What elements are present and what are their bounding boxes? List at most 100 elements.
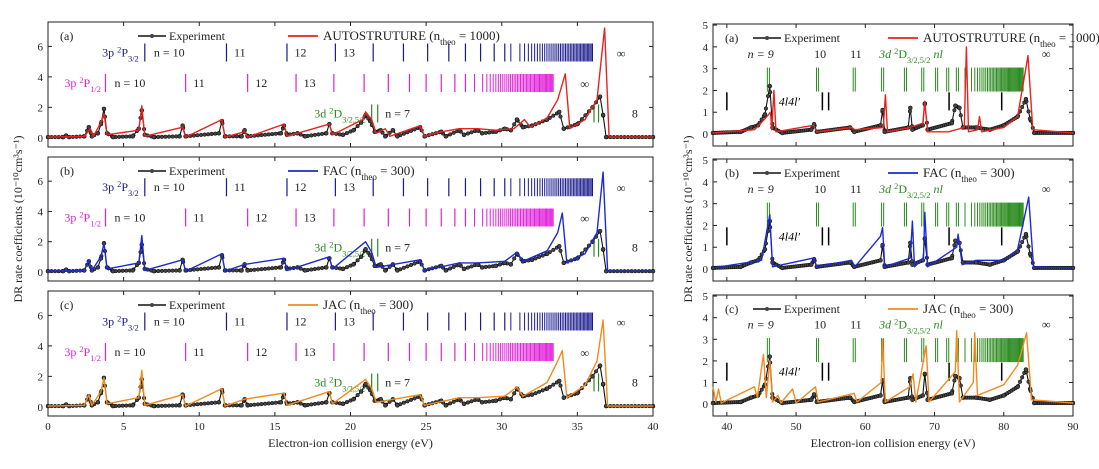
x-tick-label: 25 <box>421 421 433 433</box>
experiment-point <box>259 133 264 138</box>
level-n-label: 13 <box>343 45 355 59</box>
experiment-point <box>597 94 603 99</box>
experiment-point <box>117 268 122 273</box>
level-n-label: 8 <box>632 106 638 120</box>
level-n-label: n = 7 <box>385 106 410 120</box>
label-part: 3p <box>64 345 79 359</box>
experiment-point <box>316 132 321 137</box>
experiment-point <box>124 403 129 408</box>
experiment-point <box>1027 251 1033 257</box>
experiment-point <box>508 262 514 267</box>
level-markers: n = 9 10 11 ∞ 3d 2D3/2,5/2 nl 4l4l′ <box>726 181 1051 246</box>
y-tick-label: 0 <box>703 399 709 411</box>
label-part: 3/2,5/2 <box>342 115 366 124</box>
y-tick-label: 2 <box>38 237 44 249</box>
level-series-label: 3d 2D3/2,5/2 nl <box>878 46 943 64</box>
experiment-point <box>363 381 368 387</box>
y-tick-label: 4 <box>38 72 44 84</box>
experiment-point <box>561 395 567 400</box>
experiment-point <box>461 401 467 407</box>
level-n-label: 11 <box>234 314 246 328</box>
level-n-label: 10 <box>814 317 826 331</box>
experiment-point <box>878 393 883 398</box>
level-limit-label: ∞ <box>617 315 626 329</box>
experiment-point <box>497 397 503 402</box>
experiment-point <box>469 130 474 135</box>
experiment-point <box>117 403 122 408</box>
experiment-point <box>216 400 222 405</box>
legend-theory-tail: = 1000) <box>1056 30 1099 45</box>
label-part: 2 <box>117 180 121 189</box>
experiment-point <box>358 254 364 260</box>
label-part: D <box>898 47 907 61</box>
experiment-point <box>1020 375 1025 380</box>
experiment-point <box>483 399 488 404</box>
legend-theory-name: AUTOSTRUTURE (n <box>323 28 441 43</box>
label-part: 3/2 <box>128 189 139 198</box>
experiment-point <box>465 400 470 405</box>
experiment-point <box>949 255 955 261</box>
experiment-point <box>512 256 517 261</box>
experiment-point <box>748 125 754 130</box>
level-markers: n = 10 11 12 13 ∞3p 2P3/2n = 10 11 12 13 ∞3p 2P1… <box>64 312 638 393</box>
panel-tag: (a) <box>60 29 73 43</box>
experiment-point <box>124 134 129 139</box>
label-part: 3p <box>64 76 79 90</box>
label-part: D <box>898 317 907 331</box>
experiment-point <box>340 266 346 272</box>
experiment-point <box>910 127 915 132</box>
label-part: 3d <box>878 47 892 61</box>
y-tick-label: 5 <box>703 155 709 167</box>
experiment-point <box>443 403 449 408</box>
experiment-point <box>110 403 116 409</box>
level-n-label: 10 <box>814 47 826 61</box>
legend: (c) Experiment JAC (ntheo = 300) <box>60 297 413 316</box>
experiment-point <box>355 124 360 129</box>
experiment-point <box>363 246 368 252</box>
legend-theory-label: AUTOSTRUTURE (ntheo = 1000) <box>923 30 1099 49</box>
experiment-point <box>209 265 214 271</box>
experiment-point <box>487 130 492 135</box>
y-tick-label: 2 <box>703 85 709 97</box>
experiment-point <box>847 395 853 400</box>
experiment-point <box>110 134 116 140</box>
experiment-point <box>209 400 214 405</box>
experiment-point <box>1001 393 1007 398</box>
theory-series-line <box>47 319 653 407</box>
level-limit-label: ∞ <box>580 77 589 91</box>
level-n-label: 11 <box>234 45 246 59</box>
experiment-point <box>910 397 915 403</box>
experiment-point <box>878 258 883 263</box>
experiment-point <box>110 268 116 274</box>
legend-theory-label: FAC (ntheo = 300) <box>323 163 415 182</box>
experiment-point <box>316 401 321 406</box>
experiment-point <box>1020 104 1025 110</box>
y-tick-label: 4 <box>38 341 44 353</box>
experiment-point <box>270 401 275 406</box>
label-part: 3p <box>102 314 117 328</box>
experiment-point <box>1023 231 1029 237</box>
experiment-point <box>1023 96 1029 102</box>
experiment-point <box>544 251 550 257</box>
label-part: 4l4l′ <box>779 365 801 379</box>
experiment-point <box>479 400 485 405</box>
experiment-point <box>159 134 164 139</box>
experiment-point <box>594 369 599 374</box>
experiment-point <box>487 399 492 404</box>
experiment-point <box>908 105 913 111</box>
experiment-point <box>600 381 606 387</box>
experiment-point <box>465 131 470 136</box>
x-tick-label: 80 <box>998 421 1010 433</box>
experiment-point <box>412 261 417 266</box>
experiment-point <box>130 268 135 273</box>
experiment-point <box>278 400 284 405</box>
experiment-point <box>395 134 400 139</box>
y-tick-label: 0 <box>38 402 44 414</box>
experiment-point <box>556 378 562 384</box>
legend-theory-sub: theo <box>960 310 976 320</box>
level-markers: n = 10 11 12 13 ∞3p 2P3/2n = 10 11 12 13 ∞3p 2P1… <box>64 43 638 124</box>
level-limit-label: ∞ <box>580 211 589 225</box>
experiment-point <box>159 268 164 273</box>
